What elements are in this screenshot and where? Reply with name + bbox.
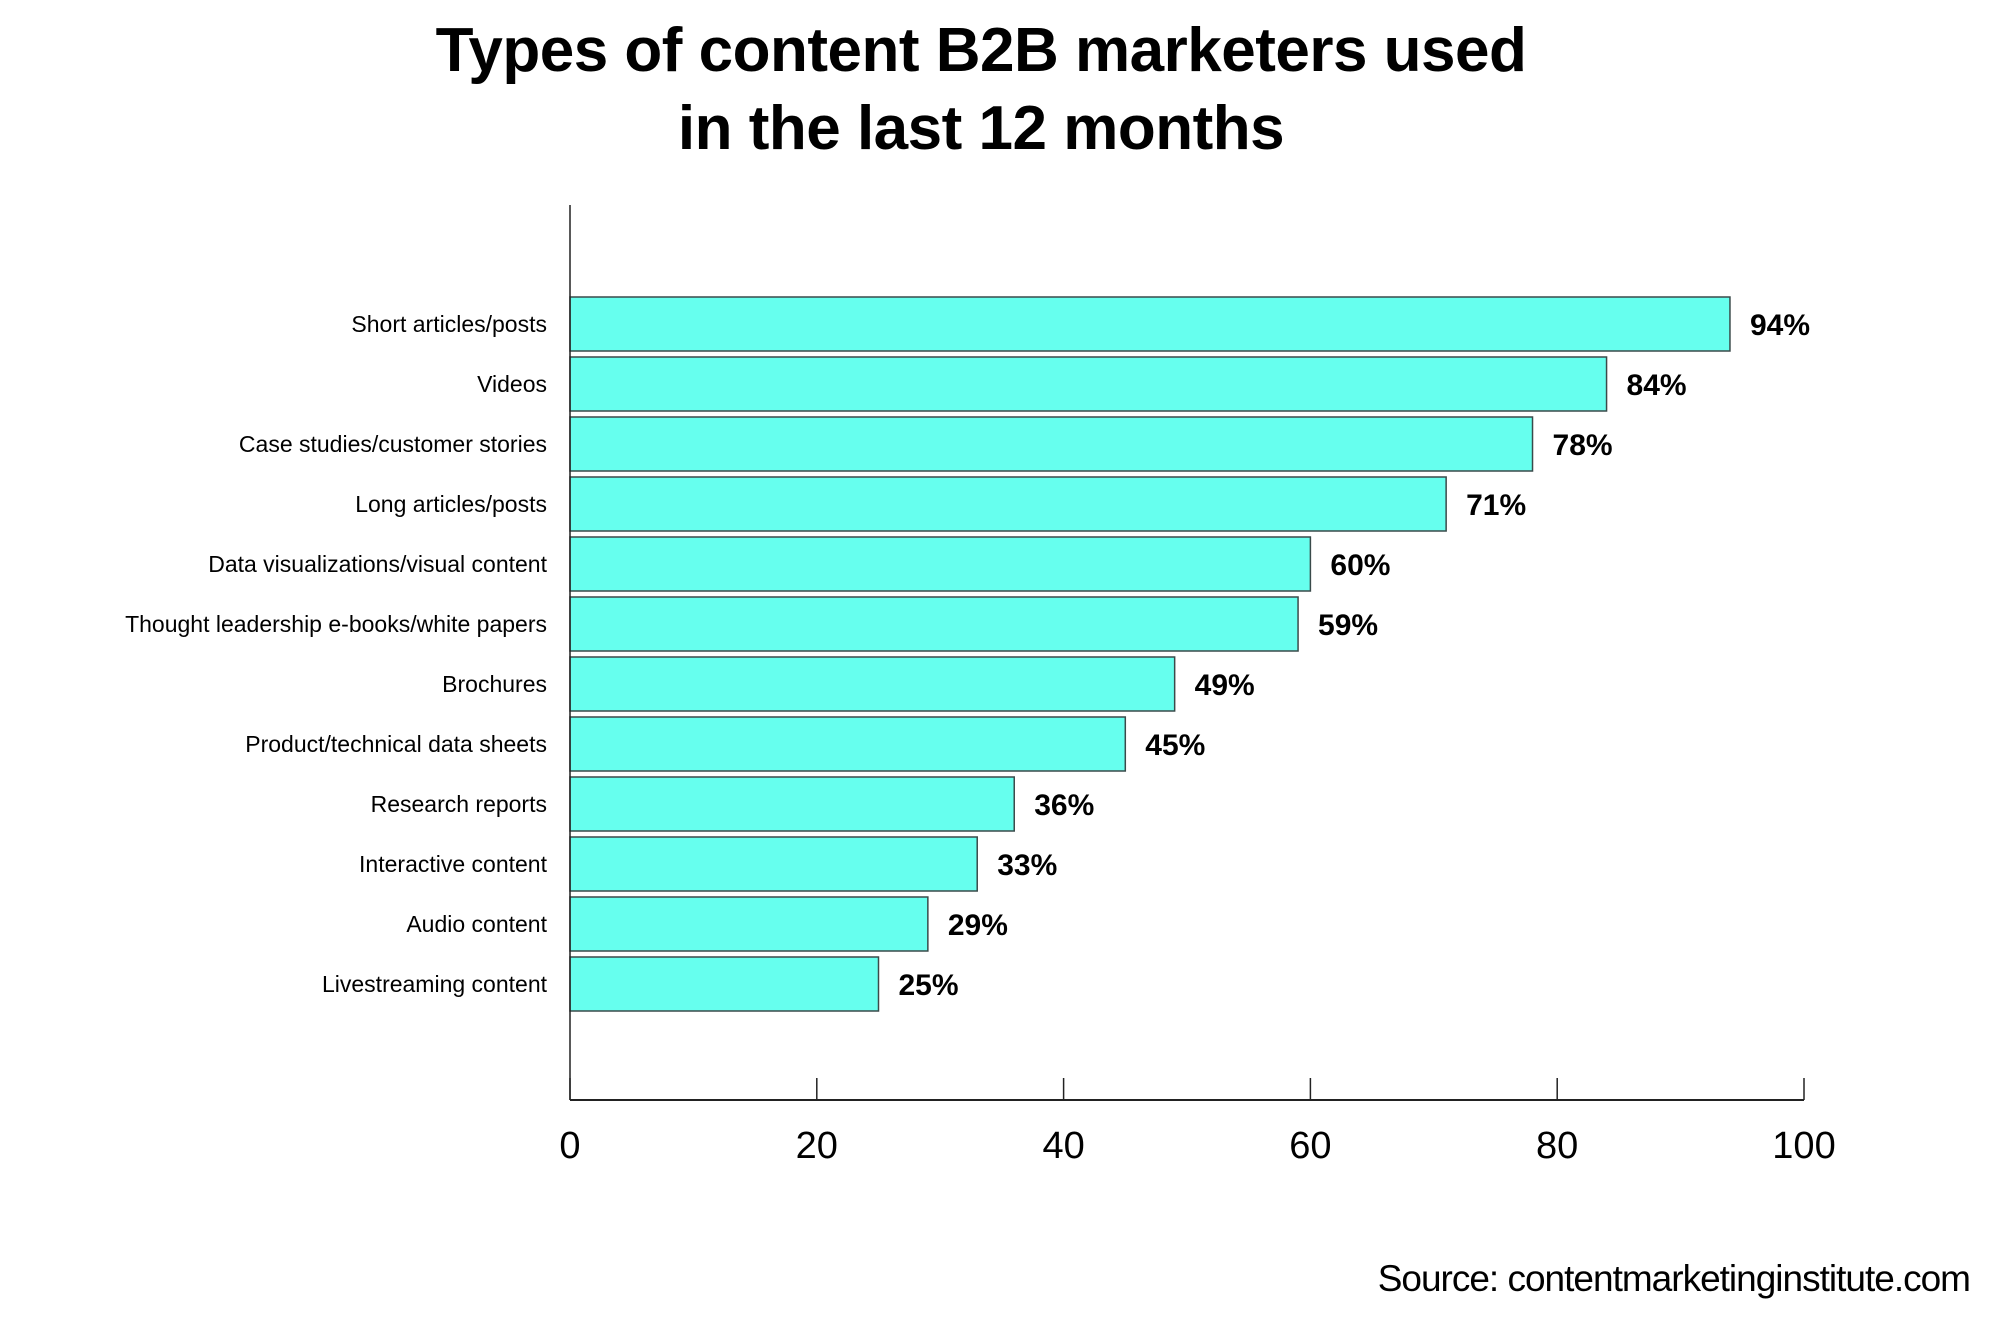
bar — [569, 776, 1015, 832]
source-note: Source: contentmarketinginstitute.com — [1377, 1258, 1971, 1299]
x-tick-label: 60 — [1289, 1125, 1331, 1167]
bar — [569, 296, 1731, 352]
bar — [569, 416, 1534, 472]
bar — [569, 536, 1312, 592]
bar — [569, 896, 929, 952]
data-label: 29% — [948, 909, 1008, 942]
category-label: Case studies/customer stories — [239, 431, 547, 457]
bar — [569, 356, 1608, 412]
x-tick-label: 0 — [559, 1125, 580, 1167]
data-label: 94% — [1750, 309, 1810, 342]
chart-title-line-1: Types of content B2B marketers used — [435, 16, 1527, 85]
category-label: Data visualizations/visual content — [208, 551, 547, 577]
category-label: Livestreaming content — [322, 971, 548, 997]
data-label: 60% — [1330, 549, 1390, 582]
chart-title-line-2: in the last 12 months — [677, 94, 1285, 163]
category-label: Videos — [477, 371, 547, 397]
category-label: Product/technical data sheets — [245, 731, 547, 757]
bar — [569, 476, 1447, 532]
category-label: Brochures — [442, 671, 547, 697]
category-label: Research reports — [371, 791, 547, 817]
data-label: 36% — [1034, 789, 1094, 822]
bar — [569, 716, 1127, 772]
category-label: Thought leadership e-books/white papers — [125, 611, 547, 637]
bar — [569, 656, 1176, 712]
data-label: 45% — [1145, 729, 1205, 762]
category-label: Short articles/posts — [351, 311, 547, 337]
x-tick-label: 80 — [1536, 1125, 1578, 1167]
category-label: Interactive content — [359, 851, 548, 877]
data-label: 84% — [1627, 369, 1687, 402]
bar — [569, 836, 978, 892]
data-label: 25% — [899, 969, 959, 1002]
bar — [569, 956, 880, 1012]
data-label: 78% — [1553, 429, 1613, 462]
x-tick-label: 100 — [1772, 1125, 1835, 1167]
category-label: Long articles/posts — [355, 491, 547, 517]
category-label: Audio content — [406, 911, 547, 937]
data-label: 59% — [1318, 609, 1378, 642]
data-label: 33% — [997, 849, 1057, 882]
data-label: 71% — [1466, 489, 1526, 522]
bar — [569, 596, 1299, 652]
x-tick-label: 40 — [1042, 1125, 1084, 1167]
x-tick-label: 20 — [796, 1125, 838, 1167]
data-label: 49% — [1195, 669, 1255, 702]
chart-title: Types of content B2B marketers used in t… — [0, 12, 1962, 168]
